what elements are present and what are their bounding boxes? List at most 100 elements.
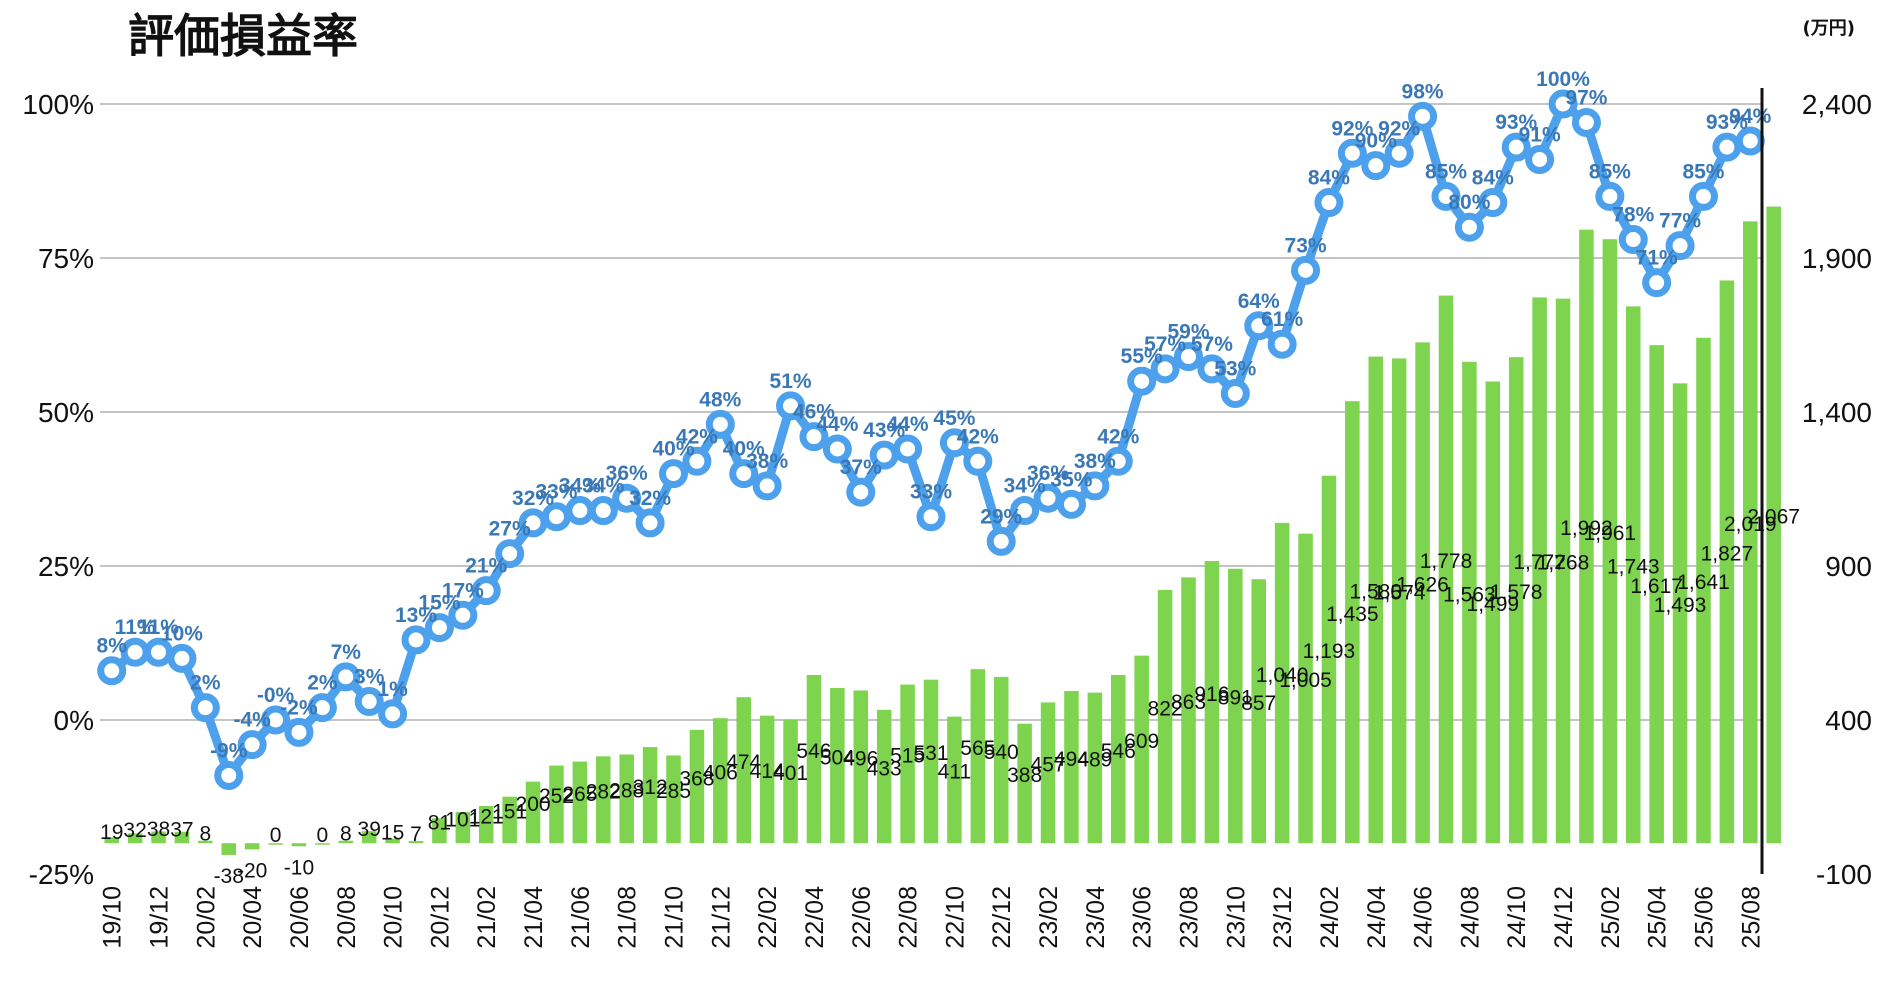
bar-value-label: 288 — [609, 780, 644, 803]
rate-value-label: 73% — [1285, 234, 1327, 257]
bar-value-label: 546 — [796, 740, 831, 763]
x-axis-tick: 23/04 — [1082, 886, 1110, 949]
rate-point — [120, 637, 150, 667]
x-axis-tick: 25/02 — [1597, 886, 1625, 949]
bar — [1555, 298, 1571, 844]
bar-value-label: 1,005 — [1279, 669, 1332, 692]
x-axis-tick: 24/10 — [1503, 886, 1531, 949]
left-axis: -25% 0% 25% 50% 75% 100% — [22, 89, 94, 890]
rate-value-label: 85% — [1425, 160, 1467, 183]
x-axis-tick: 25/06 — [1690, 886, 1718, 949]
bar — [1298, 533, 1313, 844]
bar — [1087, 692, 1103, 844]
rate-value-label: 34% — [1004, 475, 1046, 498]
bar — [221, 843, 237, 855]
rate-value-label: 44% — [816, 413, 858, 436]
rate-value-label: 100% — [1536, 68, 1590, 91]
bar — [1345, 401, 1360, 844]
bar — [315, 843, 330, 845]
bar-value-label: 546 — [1101, 740, 1136, 763]
bar — [1508, 357, 1524, 844]
rate-value-label: 45% — [933, 407, 975, 430]
rate-point — [1197, 354, 1227, 384]
rate-value-label: 3% — [354, 666, 385, 689]
bar-value-label: 457 — [1031, 754, 1066, 777]
rate-point — [424, 613, 454, 643]
bar-value-label: 1,641 — [1677, 571, 1730, 594]
x-axis-tick: 19/12 — [146, 886, 174, 949]
rate-point — [1454, 212, 1484, 242]
bar — [1228, 568, 1243, 844]
bar — [455, 812, 471, 844]
rate-point — [659, 459, 689, 489]
x-axis-tick: 21/08 — [614, 886, 642, 949]
x-axis-tick: 20/06 — [286, 886, 314, 949]
bar-value-label: -20 — [237, 859, 267, 882]
bar-value-label: 1,499 — [1467, 593, 1520, 616]
rate-value-label: 53% — [1214, 358, 1256, 381]
rate-value-label: 43% — [863, 419, 905, 442]
x-axis-tick: 23/06 — [1129, 886, 1157, 949]
bar-value-label: 2,067 — [1747, 506, 1800, 529]
rate-point — [963, 446, 993, 476]
rate-point — [1173, 342, 1203, 372]
bar-value-label: 37 — [170, 818, 193, 841]
rate-value-label: 80% — [1448, 191, 1490, 214]
bar-value-label: 0 — [317, 824, 329, 847]
bar-value-label: 32 — [123, 819, 146, 842]
rate-point — [705, 409, 735, 439]
bar-value-label: 401 — [773, 762, 808, 785]
rate-value-label: 10% — [161, 622, 203, 645]
rate-point — [1525, 144, 1555, 174]
bar — [900, 684, 915, 844]
bar-value-label: 200 — [516, 793, 551, 816]
bar-value-label: 282 — [586, 781, 621, 804]
bar — [736, 697, 751, 844]
rate-point — [1291, 255, 1321, 285]
chart-title: 評価損益率 — [128, 9, 358, 63]
bar — [1766, 206, 1781, 844]
rate-value-label: 7% — [331, 641, 362, 664]
bar-value-label: 121 — [469, 805, 504, 828]
rate-value-label: 92% — [1378, 117, 1420, 140]
rate-point — [190, 693, 220, 723]
bar — [1415, 342, 1430, 844]
bar-value-label: 474 — [726, 751, 761, 774]
rate-value-label: -9% — [210, 739, 248, 762]
rate-value-label: 35% — [1050, 468, 1092, 491]
rate-point — [1665, 231, 1695, 261]
bar — [478, 805, 494, 844]
rate-value-label: 36% — [606, 462, 648, 485]
bar — [1649, 345, 1664, 844]
x-axis-tick: 22/10 — [941, 886, 969, 949]
rate-value-label: 94% — [1729, 105, 1771, 128]
rate-point — [799, 422, 829, 452]
bar-value-label: 1,578 — [1490, 581, 1543, 604]
rate-point — [471, 576, 501, 606]
rate-value-label: 92% — [1331, 117, 1373, 140]
rate-value-label: 84% — [1308, 167, 1350, 190]
rate-value-label: 57% — [1191, 333, 1233, 356]
rate-point — [97, 656, 127, 686]
right-axis-tick: 900 — [1825, 551, 1872, 582]
bar-value-label: 81 — [428, 811, 451, 834]
bar — [1157, 590, 1173, 844]
right-axis-unit: (万円) — [1803, 18, 1855, 39]
bar — [1111, 675, 1126, 844]
bar-value-label: 1,617 — [1630, 575, 1683, 598]
rate-point — [1501, 132, 1531, 162]
rate-point — [237, 730, 267, 760]
bar-value-label: 411 — [938, 761, 971, 784]
rate-value-label: 34% — [582, 475, 624, 498]
bar-value-label: 1,626 — [1396, 574, 1449, 597]
bar-value-label: 489 — [1077, 749, 1112, 772]
bar-value-label: 1,563 — [1443, 583, 1496, 606]
bar — [385, 838, 400, 844]
rate-point — [822, 434, 852, 464]
bar-value-label: 494 — [1054, 748, 1089, 771]
rate-point — [495, 539, 525, 569]
rate-value-label: 90% — [1355, 130, 1397, 153]
rate-point — [729, 459, 759, 489]
rate-point — [1478, 188, 1508, 218]
left-axis-tick: 0% — [54, 705, 94, 736]
